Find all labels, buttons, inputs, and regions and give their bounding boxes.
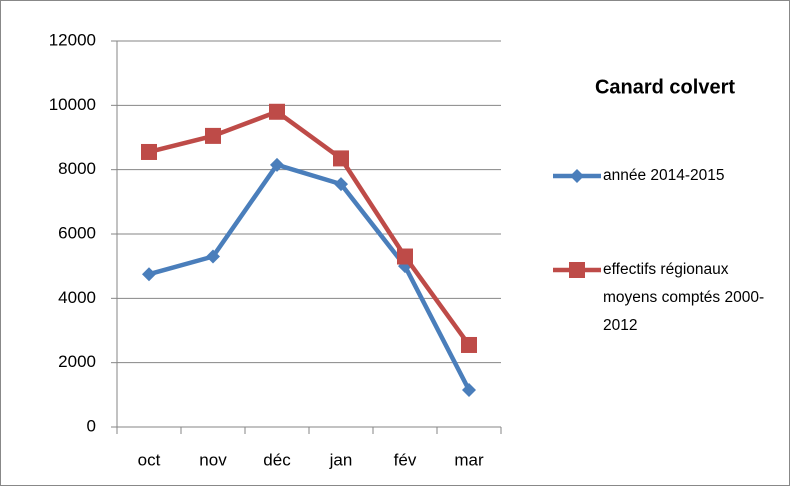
marker (141, 143, 157, 160)
x-tick-label: fév (394, 450, 417, 469)
y-tick-label: 0 (87, 416, 96, 435)
x-tick-label: mar (454, 450, 484, 469)
y-tick-label: 8000 (58, 159, 96, 178)
x-tick-label: nov (199, 450, 227, 469)
y-tick-label: 12000 (49, 30, 96, 49)
y-tick-label: 6000 (58, 223, 96, 242)
series-line (148, 109, 471, 347)
y-tick-label: 2000 (58, 352, 96, 371)
marker (334, 177, 348, 192)
y-tick-label: 4000 (58, 288, 96, 307)
x-tick-label: déc (263, 450, 291, 469)
series-line (148, 162, 471, 392)
x-tick-label: oct (138, 450, 161, 469)
marker (270, 157, 284, 172)
y-tick-label: 10000 (49, 95, 96, 114)
marker (461, 336, 477, 353)
marker (206, 249, 220, 264)
marker (397, 248, 413, 265)
marker (205, 127, 221, 144)
x-tick-label: jan (329, 450, 353, 469)
chart-title: Canard colvert (595, 76, 735, 98)
marker (142, 267, 156, 282)
legend-label: effectifs régionaux moyens comptés 2000-… (603, 261, 765, 334)
marker (569, 262, 585, 278)
marker (462, 383, 476, 398)
legend-label: année 2014-2015 (603, 167, 725, 184)
marker (269, 103, 285, 120)
marker (570, 169, 584, 183)
marker (333, 150, 349, 167)
